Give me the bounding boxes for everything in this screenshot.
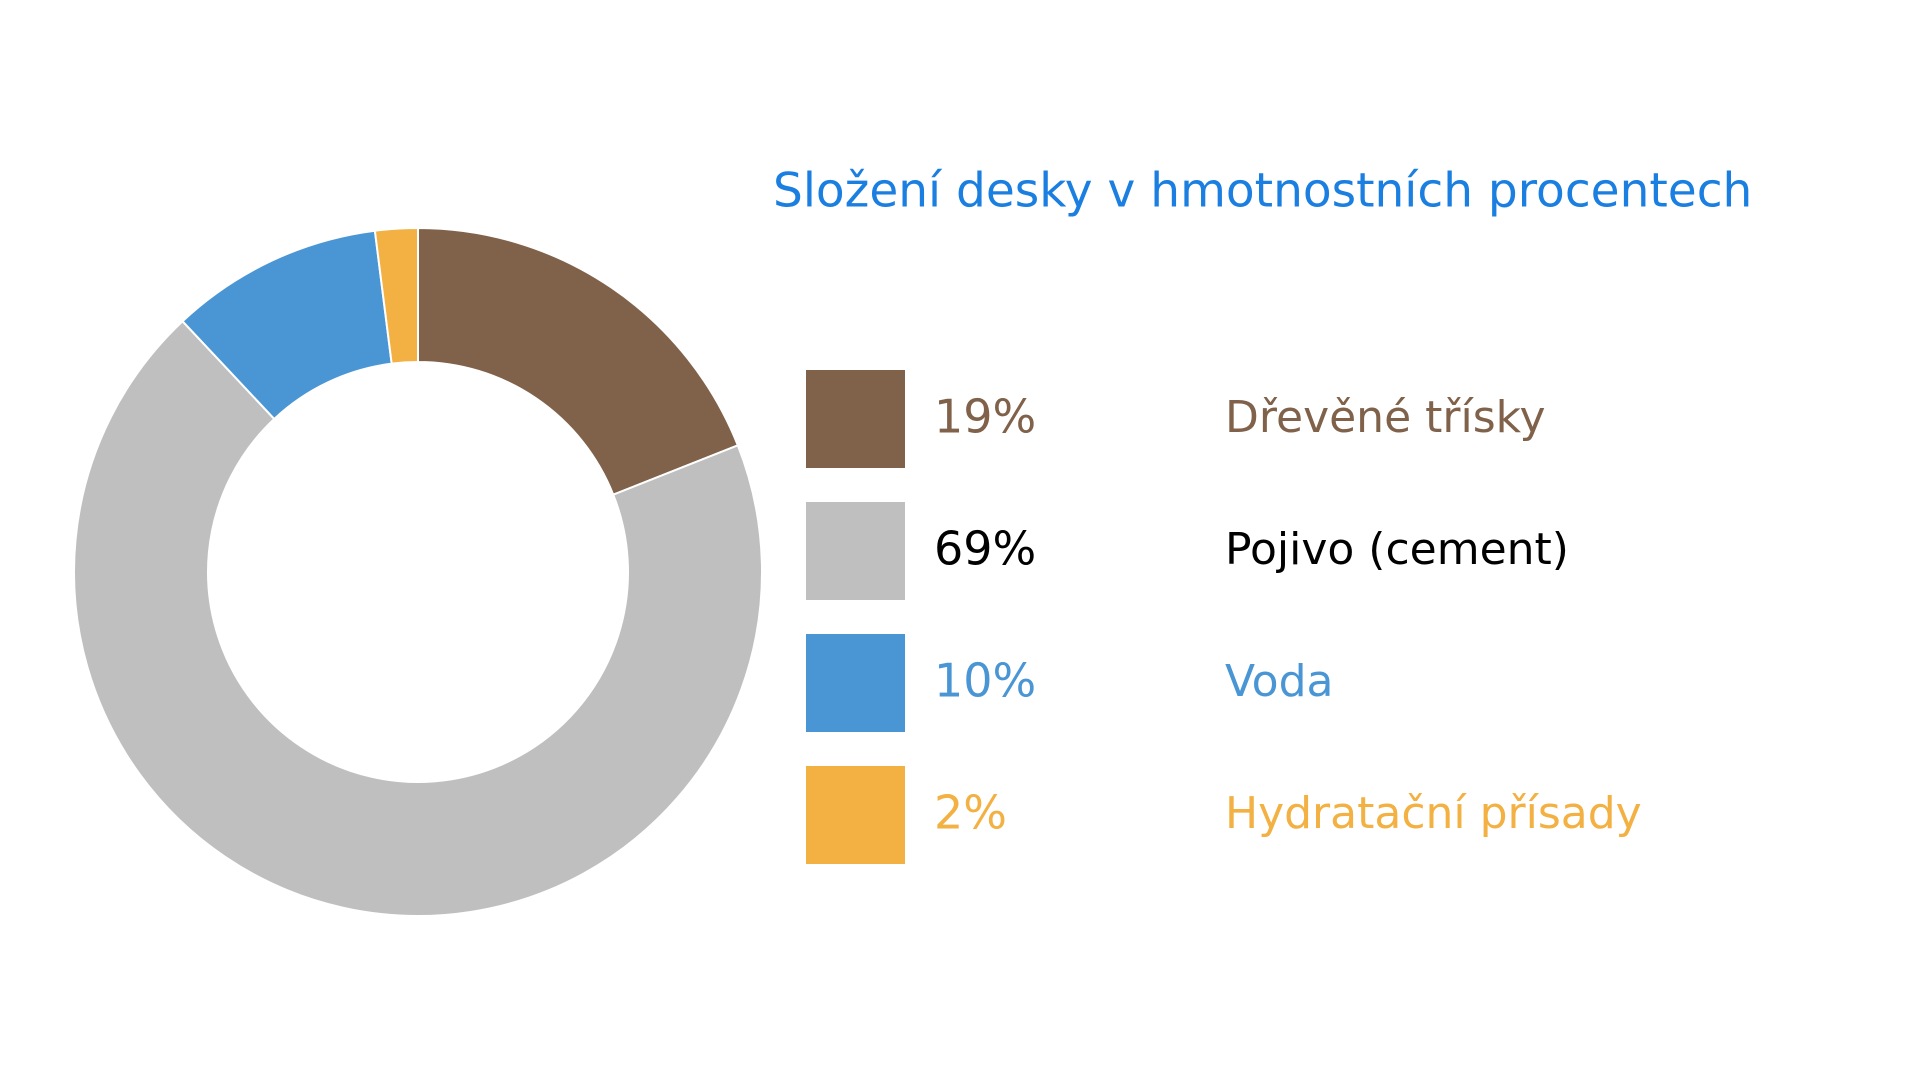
- value-label: 2%: [934, 786, 1007, 840]
- value-label: 69%: [934, 522, 1036, 576]
- donut-segment: [373, 226, 419, 365]
- value-label: 10%: [934, 654, 1036, 708]
- chart-title: Složení desky v hmotnostních procentech: [773, 164, 1752, 219]
- legend-swatch: [806, 370, 905, 468]
- donut-segment: [73, 319, 763, 917]
- legend-swatch: [806, 502, 905, 600]
- donut-segment: [417, 226, 740, 496]
- legend-label: Voda: [1225, 656, 1334, 707]
- legend-swatch: [806, 766, 905, 864]
- legend-swatch: [806, 634, 905, 732]
- legend-label: Pojivo (cement): [1225, 524, 1569, 575]
- value-label: 19%: [934, 390, 1036, 444]
- legend-label: Dřevěné třísky: [1225, 392, 1546, 443]
- legend-label: Hydratační přísady: [1225, 788, 1642, 839]
